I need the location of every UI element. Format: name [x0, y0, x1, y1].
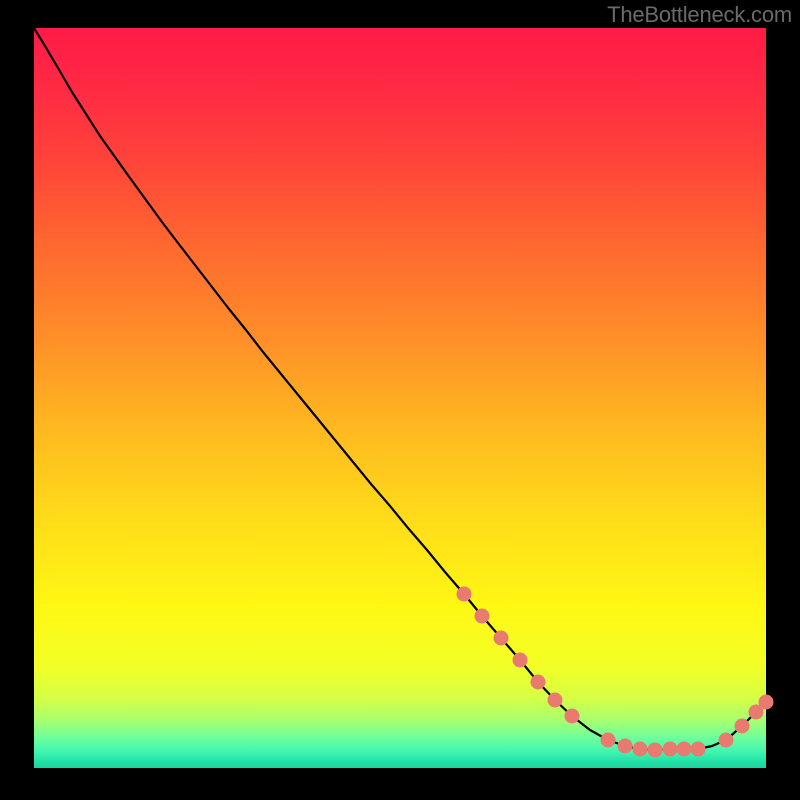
watermark-text: TheBottleneck.com [607, 2, 792, 28]
chart-container: TheBottleneck.com [0, 0, 800, 800]
chart-svg [0, 0, 800, 800]
curve-marker [531, 675, 546, 690]
curve-marker [457, 587, 472, 602]
plot-background [34, 28, 766, 768]
curve-marker [648, 743, 663, 758]
curve-marker [565, 709, 580, 724]
curve-marker [601, 733, 616, 748]
curve-marker [691, 742, 706, 757]
curve-marker [513, 653, 528, 668]
curve-marker [633, 742, 648, 757]
curve-marker [719, 733, 734, 748]
curve-marker [677, 742, 692, 757]
curve-marker [663, 742, 678, 757]
curve-marker [475, 609, 490, 624]
curve-marker [618, 739, 633, 754]
curve-marker [494, 631, 509, 646]
curve-marker [735, 719, 750, 734]
curve-marker [548, 693, 563, 708]
curve-marker [759, 695, 774, 710]
